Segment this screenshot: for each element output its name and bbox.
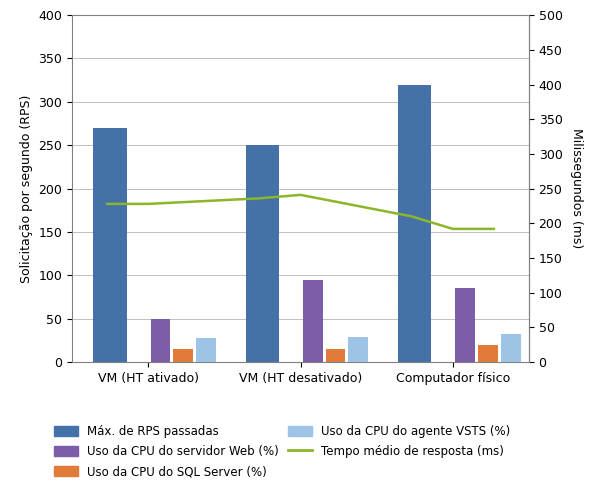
Bar — [196, 338, 216, 362]
Bar — [150, 319, 170, 362]
Bar — [303, 280, 323, 362]
Bar — [398, 85, 432, 362]
Y-axis label: Milissegundos (ms): Milissegundos (ms) — [570, 128, 584, 249]
Bar — [455, 288, 475, 362]
Bar — [478, 345, 498, 362]
Bar — [501, 334, 520, 362]
Bar — [93, 128, 127, 362]
Y-axis label: Solicitação por segundo (RPS): Solicitação por segundo (RPS) — [20, 95, 33, 283]
Bar — [246, 145, 279, 362]
Bar — [173, 349, 193, 362]
Bar — [326, 349, 346, 362]
Bar — [349, 337, 368, 362]
Legend: Máx. de RPS passadas, Uso da CPU do servidor Web (%), Uso da CPU do SQL Server (: Máx. de RPS passadas, Uso da CPU do serv… — [49, 420, 515, 483]
